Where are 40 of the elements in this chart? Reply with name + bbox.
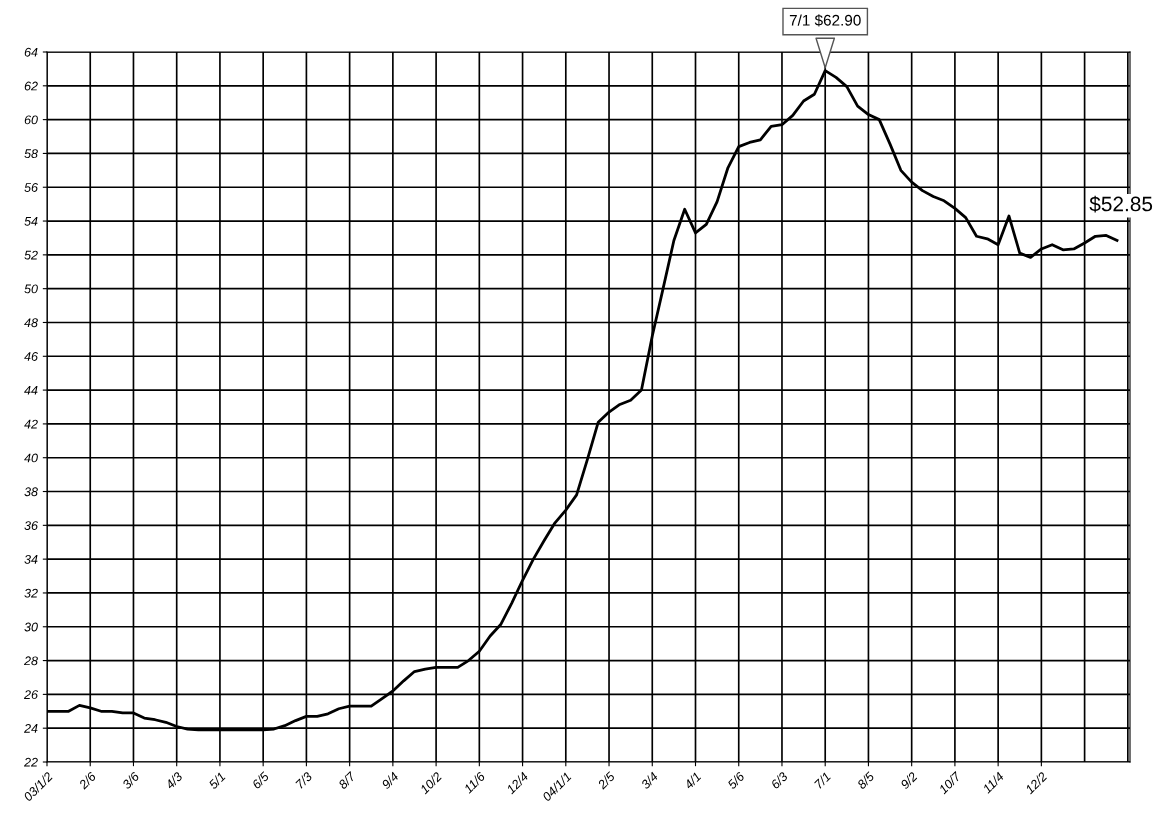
x-tick-label: 9/2	[899, 771, 919, 790]
x-tick-label: 2/5	[596, 771, 616, 790]
x-tick-label: 6/5	[251, 771, 270, 790]
y-tick-label: 38	[24, 487, 38, 497]
y-tick-label: 62	[24, 81, 38, 91]
x-tick-label: 5/1	[207, 771, 226, 790]
y-tick-label: 24	[24, 723, 38, 733]
y-tick-label: 46	[24, 352, 38, 361]
x-tick-label: 5/6	[726, 771, 746, 790]
x-tick-label: 3/6	[121, 771, 140, 790]
y-tick-label: 54	[24, 216, 38, 226]
x-tick-label: 4/1	[683, 771, 702, 790]
y-tick-label: 40	[24, 453, 38, 463]
y-tick-label: 64	[24, 47, 38, 57]
x-tick-label: 4/3	[164, 771, 184, 790]
y-tick-label: 28	[24, 656, 38, 666]
y-tick-label: 34	[24, 554, 38, 564]
y-tick-label: 26	[24, 690, 38, 700]
x-tick-label: 3/4	[640, 771, 659, 790]
y-tick-label: 52	[24, 250, 38, 260]
x-tick-label: 8/5	[856, 771, 875, 790]
x-tick-label: 2/6	[77, 771, 97, 790]
y-tick-label: 30	[24, 622, 38, 632]
y-tick-label: 32	[24, 588, 38, 598]
annotation: $52.85	[1089, 195, 1153, 213]
x-tick-label: 7/3	[295, 771, 313, 789]
x-tick-label: 8/7	[337, 770, 357, 790]
x-tick-label: 6/3	[770, 771, 789, 790]
y-tick-label: 42	[24, 419, 38, 429]
y-tick-label: 22	[24, 757, 38, 767]
y-tick-label: 36	[24, 521, 38, 530]
y-tick-label: 50	[24, 284, 38, 294]
y-tick-label: 48	[24, 318, 38, 328]
y-tick-label: 58	[24, 149, 38, 159]
y-tick-label: 56	[24, 183, 38, 192]
annotation: 7/1 $62.90	[789, 14, 861, 27]
x-tick-label: 7/1	[813, 771, 831, 789]
x-tick-label: 9/4	[380, 771, 400, 790]
y-tick-label: 60	[24, 115, 38, 125]
y-tick-label: 44	[24, 386, 38, 395]
